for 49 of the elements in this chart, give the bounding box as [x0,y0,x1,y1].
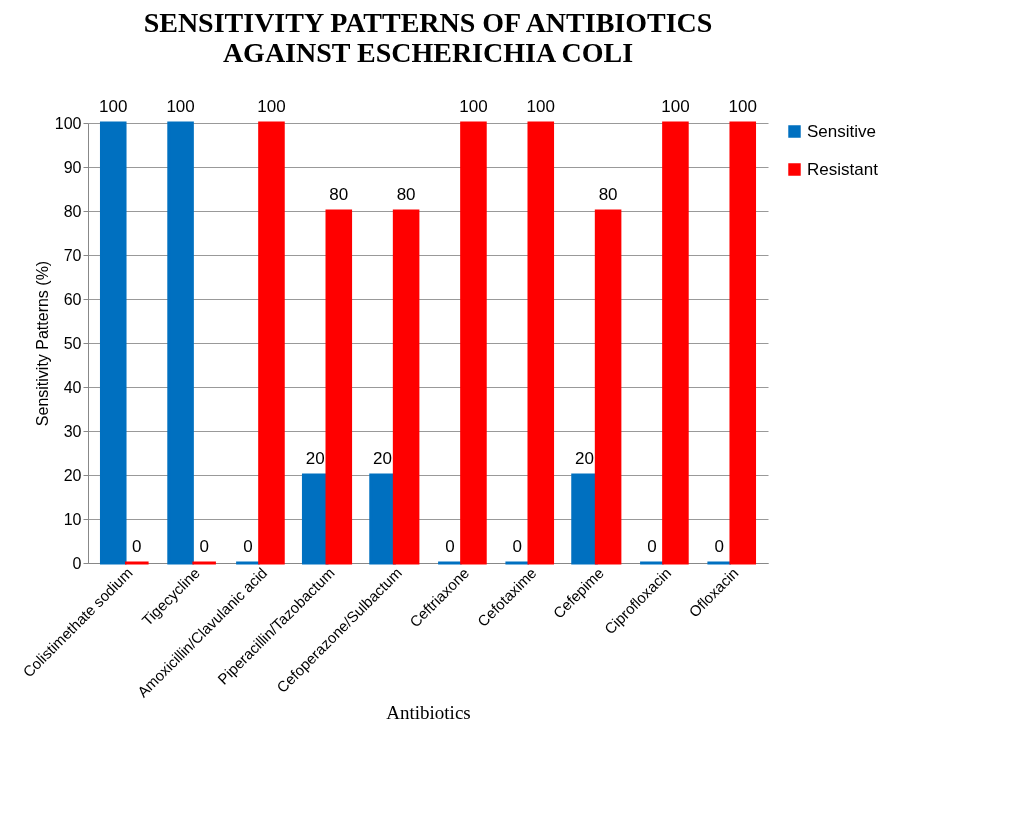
legend-label: Sensitive [807,121,876,141]
y-tick-label: 60 [63,290,82,308]
y-tick-label: 30 [63,422,82,440]
y-tick-label: 90 [63,158,82,176]
chart-title: SENSITIVITY PATTERNS OF ANTIBIOTICS AGAINST ESCHERICHIA COLI [143,7,713,68]
y-tick-label: 20 [63,466,82,484]
bar [99,121,127,565]
y-tick-label: 0 [72,554,82,572]
y-tick-label: 40 [63,378,82,396]
bar [571,473,598,565]
bar [301,473,329,565]
bar [527,121,555,565]
bar [460,121,487,565]
x-axis-title: Antibiotics [386,702,471,724]
y-tick-label: 50 [63,334,82,352]
data-label: 100 [728,97,757,116]
bar [167,121,194,565]
data-label: 0 [199,537,209,556]
data-label: 0 [512,537,522,556]
y-tick-label: 70 [63,246,82,264]
data-label: 0 [132,537,142,556]
data-label: 100 [526,97,555,116]
data-label: 80 [598,185,618,204]
data-label: 80 [329,185,349,204]
data-label: 0 [714,537,724,556]
y-tick-label: 80 [63,202,82,220]
bar [325,209,353,565]
y-tick-label: 10 [63,510,82,528]
data-label: 0 [445,537,455,556]
data-label: 20 [305,449,325,468]
data-label: 100 [459,97,488,116]
bar [392,209,420,565]
legend-label: Resistant [807,159,879,179]
bar [594,209,622,565]
data-label: 20 [373,449,393,468]
bar [258,121,285,565]
data-label: 100 [257,97,286,116]
bar [729,121,757,565]
data-label: 100 [99,97,128,116]
data-label: 0 [647,537,657,556]
y-tick-label: 100 [54,114,82,132]
data-label: 0 [243,537,253,556]
data-label: 100 [166,97,195,116]
y-axis-title: Sensitivity Patterns (%) [33,260,51,427]
data-label: 100 [661,97,690,116]
bar [662,121,689,565]
data-label: 20 [575,449,594,468]
bar [369,473,396,565]
data-label: 80 [396,185,416,204]
